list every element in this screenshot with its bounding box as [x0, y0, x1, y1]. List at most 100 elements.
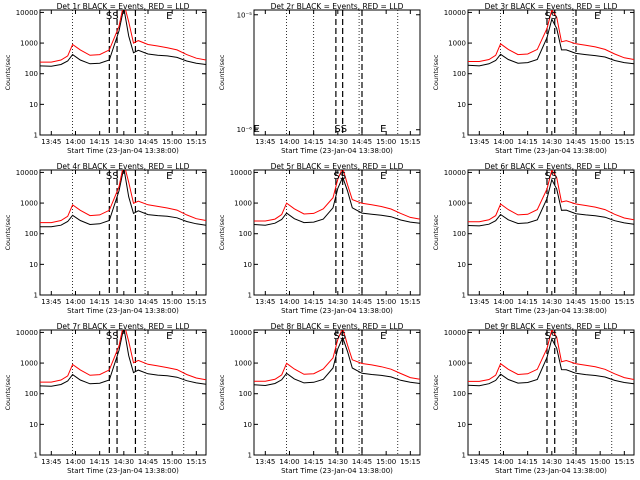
marker-label: E	[166, 331, 172, 342]
marker-label: E	[380, 124, 386, 135]
marker-label: SS	[333, 171, 346, 182]
y-tick-label: 10	[457, 101, 466, 109]
series-line-lld	[468, 10, 634, 62]
marker-label: E	[594, 11, 600, 22]
y-tick-label: 100	[25, 230, 38, 238]
y-tick-label: 10⁻⁶	[237, 126, 253, 134]
x-tick-label: 14:45	[138, 458, 158, 466]
x-tick-label: 15:00	[590, 138, 610, 146]
marker-label: E	[594, 331, 600, 342]
x-tick-label: 15:00	[590, 458, 610, 466]
x-tick-label: 14:30	[328, 458, 348, 466]
x-tick-label: 14:00	[65, 138, 85, 146]
series-line-lld	[254, 330, 420, 382]
y-tick-label: 10	[457, 261, 466, 269]
chart-panel-4: Det 4r BLACK = Events, RED = LLD Counts/s…	[4, 162, 207, 315]
x-tick-label: 13:45	[255, 298, 275, 306]
y-tick-label: 100	[453, 230, 466, 238]
x-tick-label: 14:15	[90, 458, 110, 466]
plot-frame	[39, 169, 207, 296]
y-tick-label: 10	[243, 261, 252, 269]
marker-label: E	[380, 171, 386, 182]
chart-title: Det 8r BLACK = Events, RED = LLD	[271, 322, 404, 331]
x-tick-label: 13:45	[255, 458, 275, 466]
chart-title: Det 5r BLACK = Events, RED = LLD	[271, 162, 404, 171]
x-tick-label: 14:30	[114, 298, 134, 306]
x-tick-label: 14:30	[114, 458, 134, 466]
y-tick-label: 10000	[230, 329, 252, 337]
plot-frame	[39, 9, 207, 136]
y-tick-label: 10000	[16, 329, 38, 337]
series-line-events	[40, 330, 206, 387]
series-line-lld	[468, 170, 634, 223]
y-tick-label: 100	[453, 70, 466, 78]
y-tick-label: 10	[29, 421, 38, 429]
y-tick-label: 1	[462, 292, 466, 300]
plot-frame	[253, 329, 421, 456]
y-axis-label: Counts/sec	[218, 214, 226, 250]
x-axis-label: Start Time (23-Jan-04 13:38:00)	[495, 307, 607, 315]
y-tick-label: 10⁻⁵	[237, 11, 253, 19]
series-line-lld	[254, 170, 420, 222]
chart-title: Det 1r BLACK = Events, RED = LLD	[57, 2, 190, 11]
marker-label: SS	[545, 11, 558, 22]
x-tick-label: 14:45	[566, 138, 586, 146]
x-tick-label: 14:30	[114, 138, 134, 146]
y-tick-label: 100	[453, 390, 466, 398]
x-tick-label: 14:45	[138, 138, 158, 146]
plot-frame	[467, 169, 635, 296]
marker-label: E	[166, 11, 172, 22]
y-tick-label: 10000	[16, 169, 38, 177]
x-tick-label: 15:00	[590, 298, 610, 306]
chart-panel-8: Det 8r BLACK = Events, RED = LLD Counts/s…	[218, 322, 421, 475]
chart-title: Det 3r BLACK = Events, RED = LLD	[485, 2, 618, 11]
chart-panel-1: Det 1r BLACK = Events, RED = LLD Counts/s…	[4, 2, 207, 155]
y-tick-label: 100	[239, 390, 252, 398]
x-tick-label: 15:15	[186, 298, 206, 306]
y-tick-label: 10000	[230, 169, 252, 177]
y-tick-label: 1	[34, 452, 38, 460]
y-tick-label: 100	[25, 390, 38, 398]
x-tick-label: 14:30	[328, 298, 348, 306]
x-tick-label: 14:45	[566, 458, 586, 466]
y-tick-label: 1000	[20, 40, 38, 48]
x-tick-label: 15:00	[376, 298, 396, 306]
x-tick-label: 14:00	[493, 298, 513, 306]
x-tick-label: 13:45	[469, 298, 489, 306]
x-tick-label: 13:45	[41, 298, 61, 306]
chart-title: Det 7r BLACK = Events, RED = LLD	[57, 322, 190, 331]
chart-title: Det 2r BLACK = Events, RED = LLD	[271, 2, 404, 11]
plot-frame	[253, 9, 421, 136]
x-tick-label: 14:45	[566, 298, 586, 306]
series-line-lld	[40, 330, 206, 383]
x-tick-label: 14:15	[518, 298, 538, 306]
x-axis-label: Start Time (23-Jan-04 13:38:00)	[67, 467, 179, 475]
x-tick-label: 15:15	[186, 138, 206, 146]
x-tick-label: 15:15	[614, 298, 634, 306]
chart-panel-5: Det 5r BLACK = Events, RED = LLD Counts/s…	[218, 162, 421, 315]
marker-label: SS	[545, 171, 558, 182]
y-axis-label: Counts/sec	[4, 54, 12, 90]
series-line-lld	[468, 330, 634, 382]
x-tick-label: 14:15	[90, 298, 110, 306]
y-tick-label: 1000	[234, 360, 252, 368]
x-tick-label: 14:00	[65, 458, 85, 466]
series-line-events	[468, 337, 634, 387]
y-tick-label: 10	[29, 261, 38, 269]
series-line-events	[40, 10, 206, 67]
marker-label: SS	[106, 331, 119, 342]
chart-panel-2: Det 2r BLACK = Events, RED = LLD Counts/s…	[218, 2, 421, 155]
x-tick-label: 14:00	[493, 138, 513, 146]
series-line-events	[254, 175, 420, 226]
x-tick-label: 15:15	[614, 458, 634, 466]
x-axis-label: Start Time (23-Jan-04 13:38:00)	[67, 307, 179, 315]
x-tick-label: 14:30	[542, 458, 562, 466]
x-tick-label: 13:45	[255, 138, 275, 146]
x-tick-label: 14:00	[279, 138, 299, 146]
x-axis-label: Start Time (23-Jan-04 13:38:00)	[281, 307, 393, 315]
marker-label: E	[380, 331, 386, 342]
x-axis-label: Start Time (23-Jan-04 13:38:00)	[495, 467, 607, 475]
y-axis-label: Counts/sec	[4, 374, 12, 410]
x-tick-label: 14:00	[65, 298, 85, 306]
x-tick-label: 15:00	[162, 298, 182, 306]
